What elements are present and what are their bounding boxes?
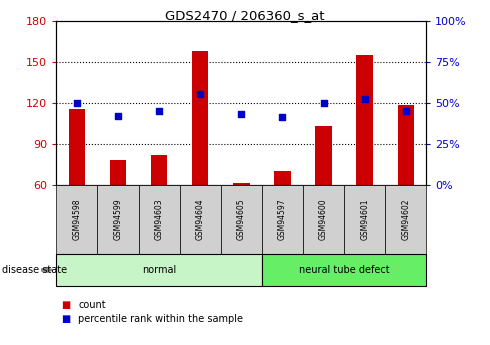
- Text: GSM94597: GSM94597: [278, 198, 287, 240]
- Text: GSM94605: GSM94605: [237, 198, 246, 240]
- Bar: [397, 105, 414, 185]
- Text: GSM94599: GSM94599: [114, 198, 122, 240]
- Bar: [151, 155, 167, 185]
- Point: [73, 100, 81, 106]
- Bar: [356, 55, 373, 185]
- Point: [319, 100, 327, 106]
- Text: percentile rank within the sample: percentile rank within the sample: [78, 314, 244, 324]
- Text: GSM94604: GSM94604: [196, 198, 205, 240]
- Point: [402, 108, 410, 114]
- Point: [238, 111, 245, 117]
- Point: [196, 92, 204, 97]
- Text: ■: ■: [61, 314, 71, 324]
- Bar: [316, 126, 332, 185]
- Point: [361, 97, 368, 102]
- Bar: [274, 171, 291, 185]
- Text: GSM94603: GSM94603: [155, 198, 164, 240]
- Text: ■: ■: [61, 300, 71, 310]
- Text: neural tube defect: neural tube defect: [299, 265, 390, 275]
- Text: count: count: [78, 300, 106, 310]
- Text: GSM94598: GSM94598: [73, 198, 81, 240]
- Bar: [192, 51, 208, 185]
- Text: GSM94602: GSM94602: [401, 198, 410, 240]
- Text: disease state: disease state: [2, 265, 68, 275]
- Text: normal: normal: [142, 265, 176, 275]
- Text: GDS2470 / 206360_s_at: GDS2470 / 206360_s_at: [165, 9, 325, 22]
- Point: [114, 113, 122, 119]
- Bar: [69, 109, 85, 185]
- Text: GSM94600: GSM94600: [319, 198, 328, 240]
- Point: [278, 115, 286, 120]
- Text: GSM94601: GSM94601: [360, 198, 369, 240]
- Point: [155, 108, 163, 114]
- Bar: [233, 183, 249, 185]
- Bar: [110, 160, 126, 185]
